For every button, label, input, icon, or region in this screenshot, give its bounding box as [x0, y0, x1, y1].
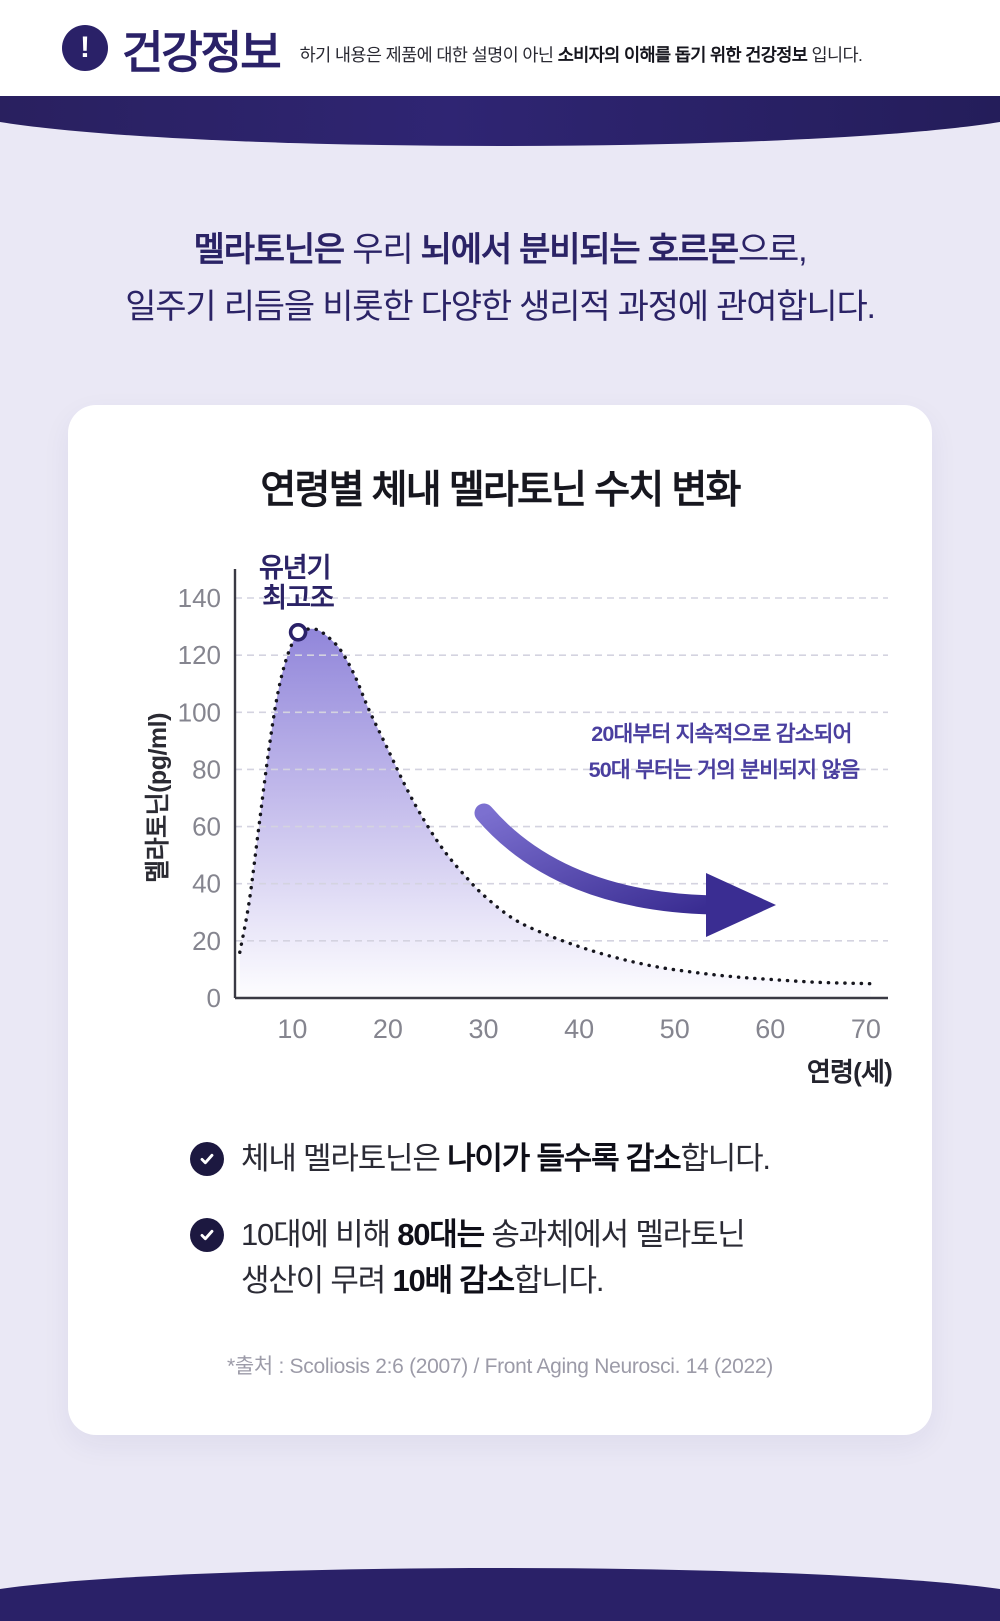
list-item: 체내 멜라토닌은 나이가 들수록 감소합니다.: [190, 1136, 932, 1182]
exclamation-icon: !: [62, 25, 108, 71]
x-tick-label: 50: [660, 1014, 690, 1044]
area-fill: [239, 628, 871, 998]
curve-path: [238, 627, 873, 986]
key-points: 체내 멜라토닌은 나이가 들수록 감소합니다. 10대에 비해 80대는 송과체…: [190, 1136, 932, 1304]
y-tick-label: 120: [178, 640, 221, 670]
y-tick-label: 140: [178, 583, 221, 613]
bullet-text: 생산이 무려 10배 감소합니다.: [241, 1263, 604, 1298]
y-tick-label: 20: [192, 926, 221, 956]
x-tick-label: 40: [564, 1014, 594, 1044]
decline-arrow-icon: [474, 803, 776, 937]
intro-line-2: 일주기 리듬을 비롯한 다양한 생리적 과정에 관여합니다.: [125, 288, 876, 326]
check-icon: [190, 1142, 224, 1176]
y-tick-label: 100: [178, 697, 221, 727]
chart-title: 연령별 체내 멜라토닌 수치 변화: [260, 469, 741, 512]
intro-line-1: 멜라토닌은 우리 뇌에서 분비되는 호르몬으로,: [193, 231, 808, 269]
melatonin-age-chart: 0 20 40 60 80 100 120 140 10 20 30 40 50 60 70 유년기 최고조…: [144, 553, 893, 1087]
grid-and-ticks: 0 20 40 60 80 100 120 140 10 20 30 40 50 60 70: [178, 583, 888, 1044]
peak-marker: [288, 622, 308, 642]
decline-annotation: 20대부터 지속적으로 감소되어 50대 부터는 거의 분비되지 않음: [589, 722, 861, 782]
x-tick-label: 70: [851, 1014, 881, 1044]
x-tick-label: 10: [277, 1014, 307, 1044]
header: ! 건강정보 하기 내용은 제품에 대한 설명이 아닌 소비자의 이해를 돕기 …: [0, 0, 1000, 96]
y-tick-label: 80: [192, 754, 221, 784]
x-tick-label: 30: [469, 1014, 499, 1044]
y-axis-label: 멜라토닌(pg/ml): [144, 713, 172, 883]
footer-wave: [0, 1568, 1000, 1621]
exclamation-glyph: !: [80, 31, 90, 64]
x-tick-label: 20: [373, 1014, 403, 1044]
x-axis-label: 연령(세): [807, 1057, 892, 1087]
bullet-text: 체내 멜라토닌은 나이가 들수록 감소합니다.: [241, 1141, 771, 1176]
melatonin-curve: [238, 622, 873, 986]
y-tick-label: 40: [192, 869, 221, 899]
header-wave: [0, 96, 1000, 146]
intro-headline: 멜라토닌은 우리 뇌에서 분비되는 호르몬으로, 일주기 리듬을 비롯한 다양한…: [0, 222, 1000, 336]
bullet-text: 10대에 비해 80대는 송과체에서 멜라토닌: [241, 1217, 746, 1252]
area-path: [239, 628, 871, 998]
source-note: *출처 : Scoliosis 2:6 (2007) / Front Aging…: [227, 1355, 773, 1378]
check-icon: [190, 1218, 224, 1252]
page-title: 건강정보: [122, 26, 282, 78]
list-item: 10대에 비해 80대는 송과체에서 멜라토닌 생산이 무려 10배 감소합니다…: [190, 1212, 932, 1304]
header-disclaimer: 하기 내용은 제품에 대한 설명이 아닌 소비자의 이해를 돕기 위한 건강정보…: [299, 44, 863, 65]
y-tick-label: 0: [207, 983, 221, 1013]
x-tick-label: 60: [755, 1014, 785, 1044]
peak-annotation: 유년기 최고조: [259, 553, 337, 613]
chart-card: 연령별 체내 멜라토닌 수치 변화 0 20 40 60 80 100 120 140 10 20…: [68, 405, 932, 1435]
y-tick-label: 60: [192, 812, 221, 842]
